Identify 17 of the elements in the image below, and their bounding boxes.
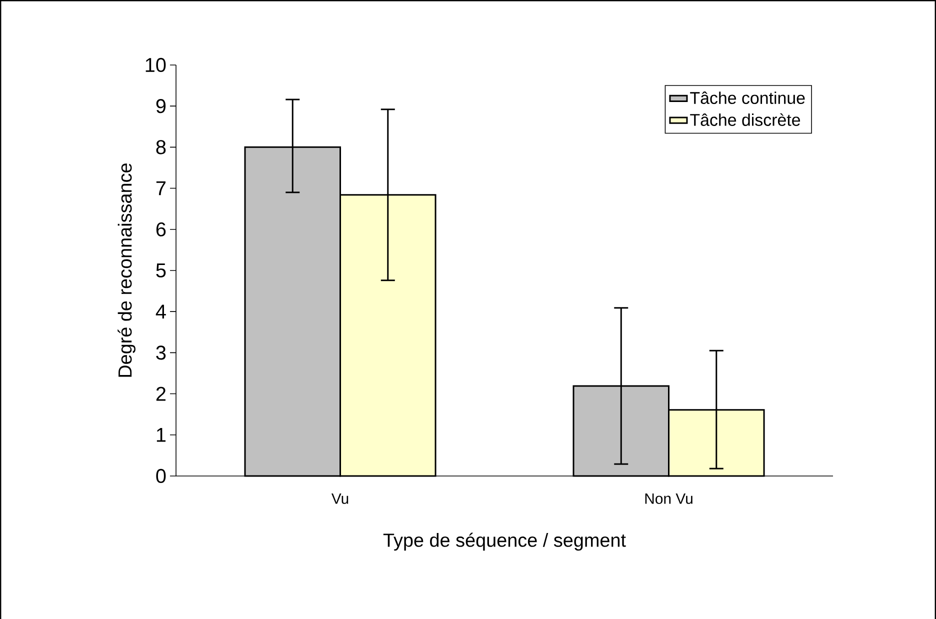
y-tick-label: 8: [156, 140, 166, 154]
y-tick-label: 0: [156, 468, 166, 484]
y-tick-label: 5: [156, 264, 166, 278]
x-tick-label: Vu: [331, 494, 348, 504]
y-axis-title: Degré de reconnaissance: [118, 164, 136, 377]
x-tick-label: Non Vu: [645, 494, 692, 504]
x-axis-title: Type de séquence / segment: [383, 532, 626, 551]
y-tick-label: 7: [156, 181, 166, 196]
y-tick-label: 4: [156, 304, 166, 318]
y-tick-label: 9: [156, 99, 166, 114]
legend-label: Tâche continue: [690, 92, 805, 104]
y-tick-label: 1: [156, 428, 166, 442]
y-tick-label: 6: [156, 222, 166, 236]
y-tick-label: 10: [146, 58, 166, 72]
y-tick-label: 3: [156, 346, 166, 360]
legend-label: Tâche discrète: [690, 113, 800, 126]
y-tick-label: 2: [156, 386, 166, 401]
